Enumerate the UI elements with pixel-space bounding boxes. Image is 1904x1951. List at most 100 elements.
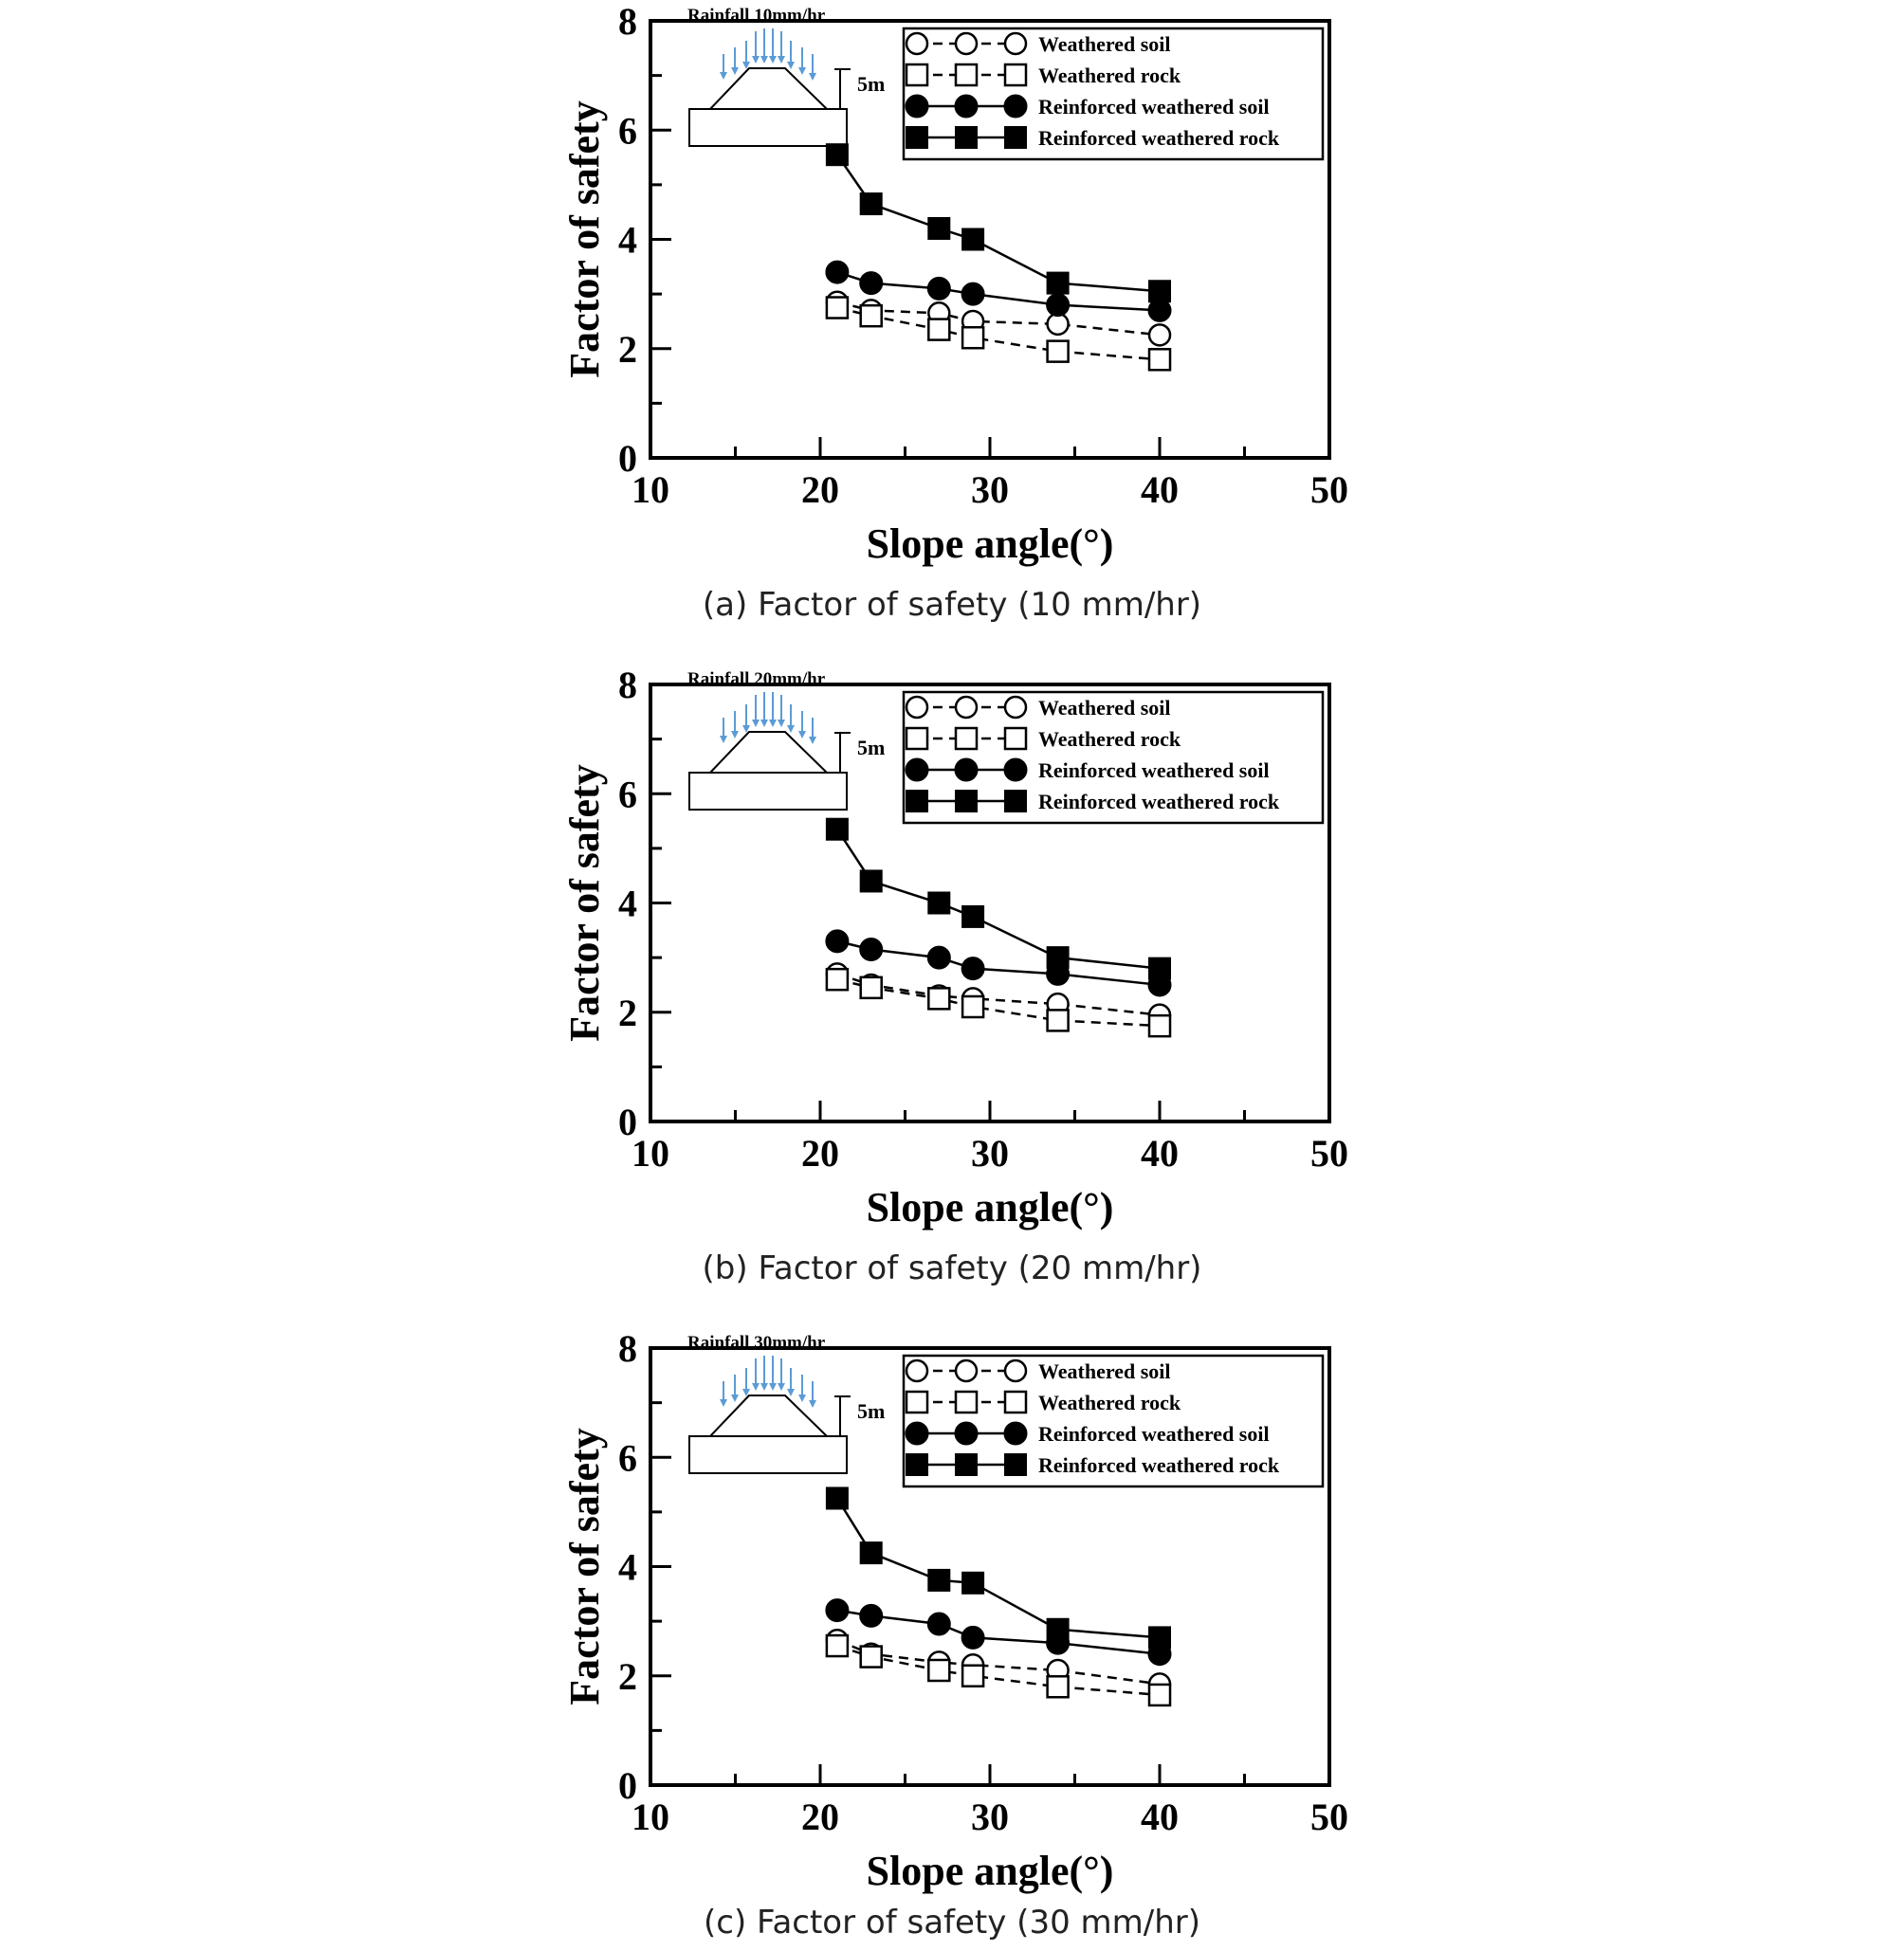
y-tick-label: 8 [618, 0, 637, 43]
inset-rainfall-label: Rainfall 30mm/hr [687, 1333, 826, 1353]
legend-label: Weathered rock [1038, 1391, 1181, 1414]
y-tick-label: 6 [618, 109, 637, 152]
chart-c: 10 20 30 40 50 0 2 4 6 8 Slope angle(°) Factor of s… [561, 1327, 1348, 1894]
data-point [1046, 1675, 1070, 1699]
x-axis-label: Slope angle(°) [867, 1184, 1114, 1231]
y-tick-label: 2 [618, 1655, 637, 1698]
data-point [927, 1658, 951, 1683]
x-tick-label: 20 [801, 1796, 839, 1838]
series-reinforced-weathered-rock [825, 1486, 1171, 1650]
data-point [1147, 1013, 1172, 1038]
data-point [859, 303, 883, 328]
x-tick-label: 40 [1141, 1796, 1179, 1838]
x-tick-label: 30 [971, 1796, 1009, 1838]
legend-marker [954, 1358, 979, 1383]
data-point [859, 976, 883, 1000]
legend-label: Reinforced weathered soil [1038, 758, 1270, 782]
data-point [825, 143, 849, 167]
rain-arrowhead-icon [809, 737, 816, 744]
inset-height-label: 5m [857, 72, 885, 96]
slope-inset: 5m Rainfall 10mm/hr [687, 6, 885, 147]
legend-label: Weathered soil [1038, 1359, 1171, 1383]
data-point [1148, 957, 1171, 980]
data-point [961, 904, 985, 928]
legend-marker [905, 726, 929, 751]
data-point [1148, 280, 1171, 303]
rain-arrowhead-icon [760, 720, 768, 727]
data-point [961, 1664, 985, 1687]
inset-foundation [688, 1435, 848, 1474]
data-point [1148, 1626, 1171, 1650]
data-point [825, 260, 850, 284]
data-point [825, 296, 850, 319]
rain-arrowhead-icon [787, 1389, 795, 1396]
data-point [825, 1598, 850, 1623]
x-tick-label: 50 [1310, 468, 1348, 511]
data-point [1046, 271, 1070, 295]
data-point [1046, 339, 1070, 363]
y-tick-label: 8 [618, 1327, 637, 1370]
legend-marker [954, 94, 979, 119]
data-point [926, 945, 951, 970]
data-point [1147, 323, 1172, 347]
series-line [836, 973, 1161, 1016]
series-weathered-rock [825, 1633, 1172, 1707]
y-tick-label: 6 [618, 1436, 637, 1479]
data-point [927, 1568, 951, 1592]
series-line [836, 1644, 1161, 1697]
inset-height-label: 5m [857, 736, 885, 759]
y-axis-label: Factor of safety [561, 764, 608, 1041]
data-point [859, 1603, 884, 1628]
series-line [836, 270, 1161, 312]
y-tick-label: 8 [618, 664, 637, 706]
data-point [926, 1612, 951, 1636]
y-tick-label: 2 [618, 328, 637, 371]
chart-panel-b: 10 20 30 40 50 0 2 4 6 8 Slope angle(°) Factor of s… [0, 664, 1904, 1308]
data-point [927, 891, 951, 915]
legend-marker [1003, 695, 1028, 720]
series-line [836, 977, 1161, 1028]
chart-panel-c: 10 20 30 40 50 0 2 4 6 8 Slope angle(°) Factor of s… [0, 1327, 1904, 1951]
legend-marker [954, 695, 979, 720]
y-tick-label: 4 [618, 883, 637, 925]
series-weathered-rock [825, 296, 1172, 372]
data-point [859, 271, 884, 296]
inset-rainfall-label: Rainfall 10mm/hr [687, 6, 826, 26]
rain-arrowhead-icon [731, 67, 739, 75]
rain-arrowhead-icon [778, 56, 785, 64]
legend-marker [1004, 1453, 1027, 1476]
data-point [1147, 348, 1172, 372]
legend: Weathered soil Weathered rock Reinforced w… [902, 1354, 1325, 1488]
legend-marker [1003, 1390, 1028, 1414]
rain-arrowhead-icon [720, 736, 727, 743]
series-line [836, 306, 1161, 361]
x-tick-label: 20 [801, 1132, 839, 1175]
x-axis-label: Slope angle(°) [867, 520, 1114, 567]
data-point [859, 937, 884, 961]
legend-marker [955, 1453, 978, 1476]
inset-height-label: 5m [857, 1399, 885, 1423]
legend-marker [905, 757, 929, 782]
rain-arrowhead-icon [778, 720, 785, 727]
legend-marker [955, 126, 978, 149]
rain-arrowhead-icon [752, 56, 760, 64]
legend-marker [1003, 31, 1028, 56]
legend-label: Reinforced weathered rock [1038, 790, 1280, 813]
legend-label: Reinforced weathered rock [1038, 126, 1280, 150]
data-point [825, 1486, 849, 1510]
data-point [961, 325, 985, 350]
legend-marker [954, 63, 979, 87]
legend-marker [1003, 94, 1028, 119]
chart-panel-a: 10 20 30 40 50 0 2 4 6 8 Slope angle(°) Factor of s… [0, 0, 1904, 645]
data-point [825, 1633, 850, 1658]
x-tick-label: 50 [1310, 1132, 1348, 1175]
chart-a: 10 20 30 40 50 0 2 4 6 8 Slope angle(°) Factor of s… [561, 0, 1348, 567]
legend-marker [906, 790, 928, 812]
y-tick-label: 0 [618, 1764, 637, 1807]
legend-marker [954, 1421, 979, 1446]
legend-marker [1004, 790, 1027, 812]
legend-label: Reinforced weathered soil [1038, 1422, 1270, 1446]
rain-arrowhead-icon [798, 1395, 806, 1402]
legend-marker [905, 63, 929, 87]
legend-marker [954, 757, 979, 782]
